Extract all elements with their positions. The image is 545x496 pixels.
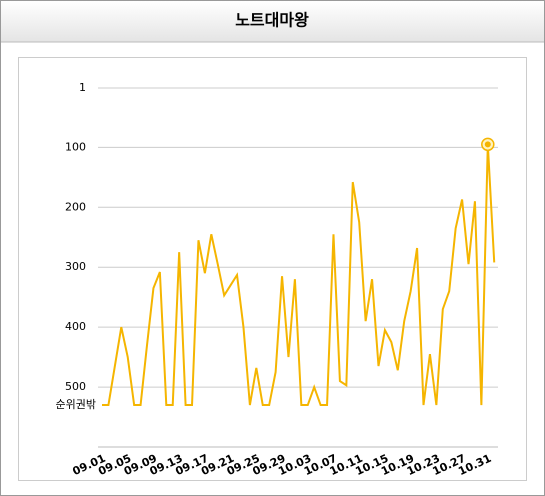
y-tick-label: 500 — [65, 380, 86, 393]
series-line — [102, 144, 496, 407]
y-tick-label: 1 — [79, 81, 86, 94]
y-tick-label: 300 — [65, 260, 86, 273]
chart-title: 노트대마왕 — [235, 11, 309, 30]
y-tick-label: 400 — [65, 320, 86, 333]
y-tick-label: 100 — [65, 140, 86, 153]
y-tick-label: 순위권밖 — [56, 398, 96, 411]
best-marker-dot — [484, 141, 491, 148]
y-tick-label: 200 — [65, 200, 86, 213]
title-bar — [1, 1, 544, 42]
plot-panel — [18, 57, 527, 481]
